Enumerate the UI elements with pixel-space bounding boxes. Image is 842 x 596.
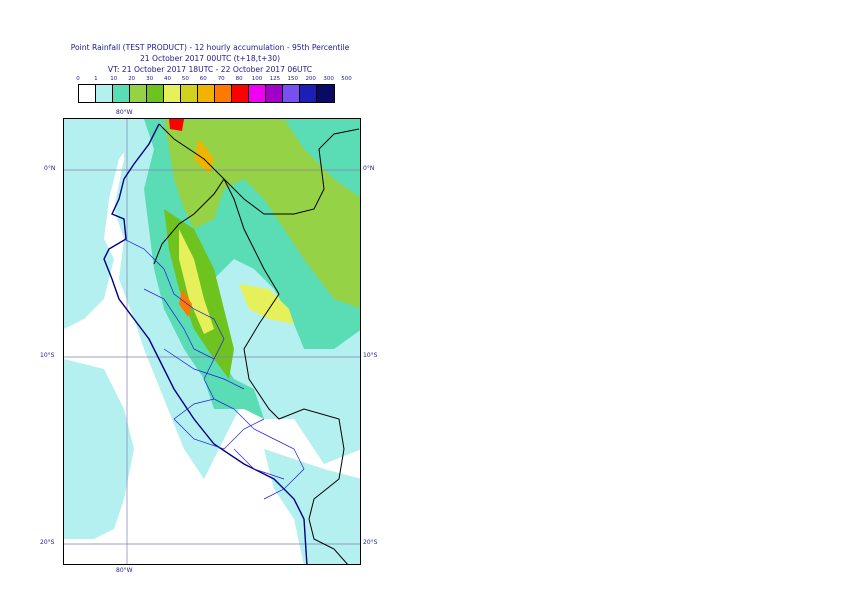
legend-tick-label: 40 [164, 76, 171, 82]
legend-tick-label: 150 [287, 76, 299, 82]
legend-swatch [130, 85, 147, 102]
lon-label-top-outer: 80°W [116, 109, 133, 116]
legend-tick-label: 50 [181, 76, 189, 82]
legend-swatch [147, 85, 164, 102]
legend-swatch [283, 85, 300, 102]
lat-label-20-left: 20°S [40, 539, 55, 546]
legend-tick-label: 100 [251, 76, 263, 82]
legend-tick-label: 500 [341, 76, 352, 82]
country-borders [153, 123, 360, 564]
map-subtitle-validity: VT: 21 October 2017 18UTC - 22 October 2… [107, 65, 313, 74]
legend-tick-label: 300 [323, 76, 334, 82]
legend-swatch [232, 85, 249, 102]
map-title: Point Rainfall (TEST PRODUCT) - 12 hourl… [70, 43, 350, 52]
lat-label-0-left: 0°N [44, 165, 56, 172]
ocean-rain-light-south [64, 359, 134, 539]
legend-tick-label: 20 [128, 76, 136, 82]
graticule [64, 119, 360, 564]
legend-tick-label: 125 [269, 76, 281, 82]
lat-label-10-right: 10°S [363, 352, 378, 359]
legend-tick-label: 200 [305, 76, 316, 82]
legend-swatch [198, 85, 215, 102]
legend-swatch [164, 85, 181, 102]
lat-label-10-left: 10°S [40, 352, 55, 359]
color-legend [78, 84, 335, 103]
legend-swatch [113, 85, 130, 102]
legend-tick-label: 60 [199, 76, 207, 82]
legend-tick-label: 30 [146, 76, 154, 82]
legend-swatch [249, 85, 266, 102]
legend-swatch [96, 85, 113, 102]
legend-tick-label: 0 [76, 76, 80, 82]
lat-label-0-right: 0°N [363, 165, 375, 172]
map-subtitle-run: 21 October 2017 00UTC (t+18,t+30) [139, 54, 281, 63]
legend-tick-label: 70 [217, 76, 225, 82]
north-rain-orange [194, 139, 214, 174]
north-rain-red [169, 119, 184, 131]
legend-tick-label: 80 [235, 76, 243, 82]
ocean-rain-light-west [64, 119, 134, 329]
legend-swatch [79, 85, 96, 102]
legend-tick-label: 1 [94, 76, 98, 82]
legend-swatch [300, 85, 317, 102]
map-canvas [64, 119, 360, 564]
lat-label-20-right: 20°S [363, 539, 378, 546]
legend-swatch [181, 85, 198, 102]
region-borders [123, 238, 305, 500]
amazon-rain-yellow [239, 284, 294, 324]
legend-swatch [317, 85, 334, 102]
legend-swatch [215, 85, 232, 102]
legend-swatch [266, 85, 283, 102]
rainfall-map: 80°W [63, 118, 361, 565]
legend-tick-label: 10 [110, 76, 118, 82]
lon-label-bottom: 80°W [116, 567, 133, 574]
land-rain-green [164, 119, 360, 309]
andes-rain-yellow [179, 229, 214, 334]
